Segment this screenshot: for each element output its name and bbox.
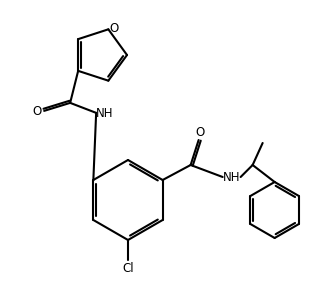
Text: Cl: Cl xyxy=(122,261,134,275)
Text: NH: NH xyxy=(95,107,113,120)
Text: NH: NH xyxy=(223,171,240,183)
Text: O: O xyxy=(110,22,119,35)
Text: O: O xyxy=(195,126,204,138)
Text: O: O xyxy=(32,105,42,118)
